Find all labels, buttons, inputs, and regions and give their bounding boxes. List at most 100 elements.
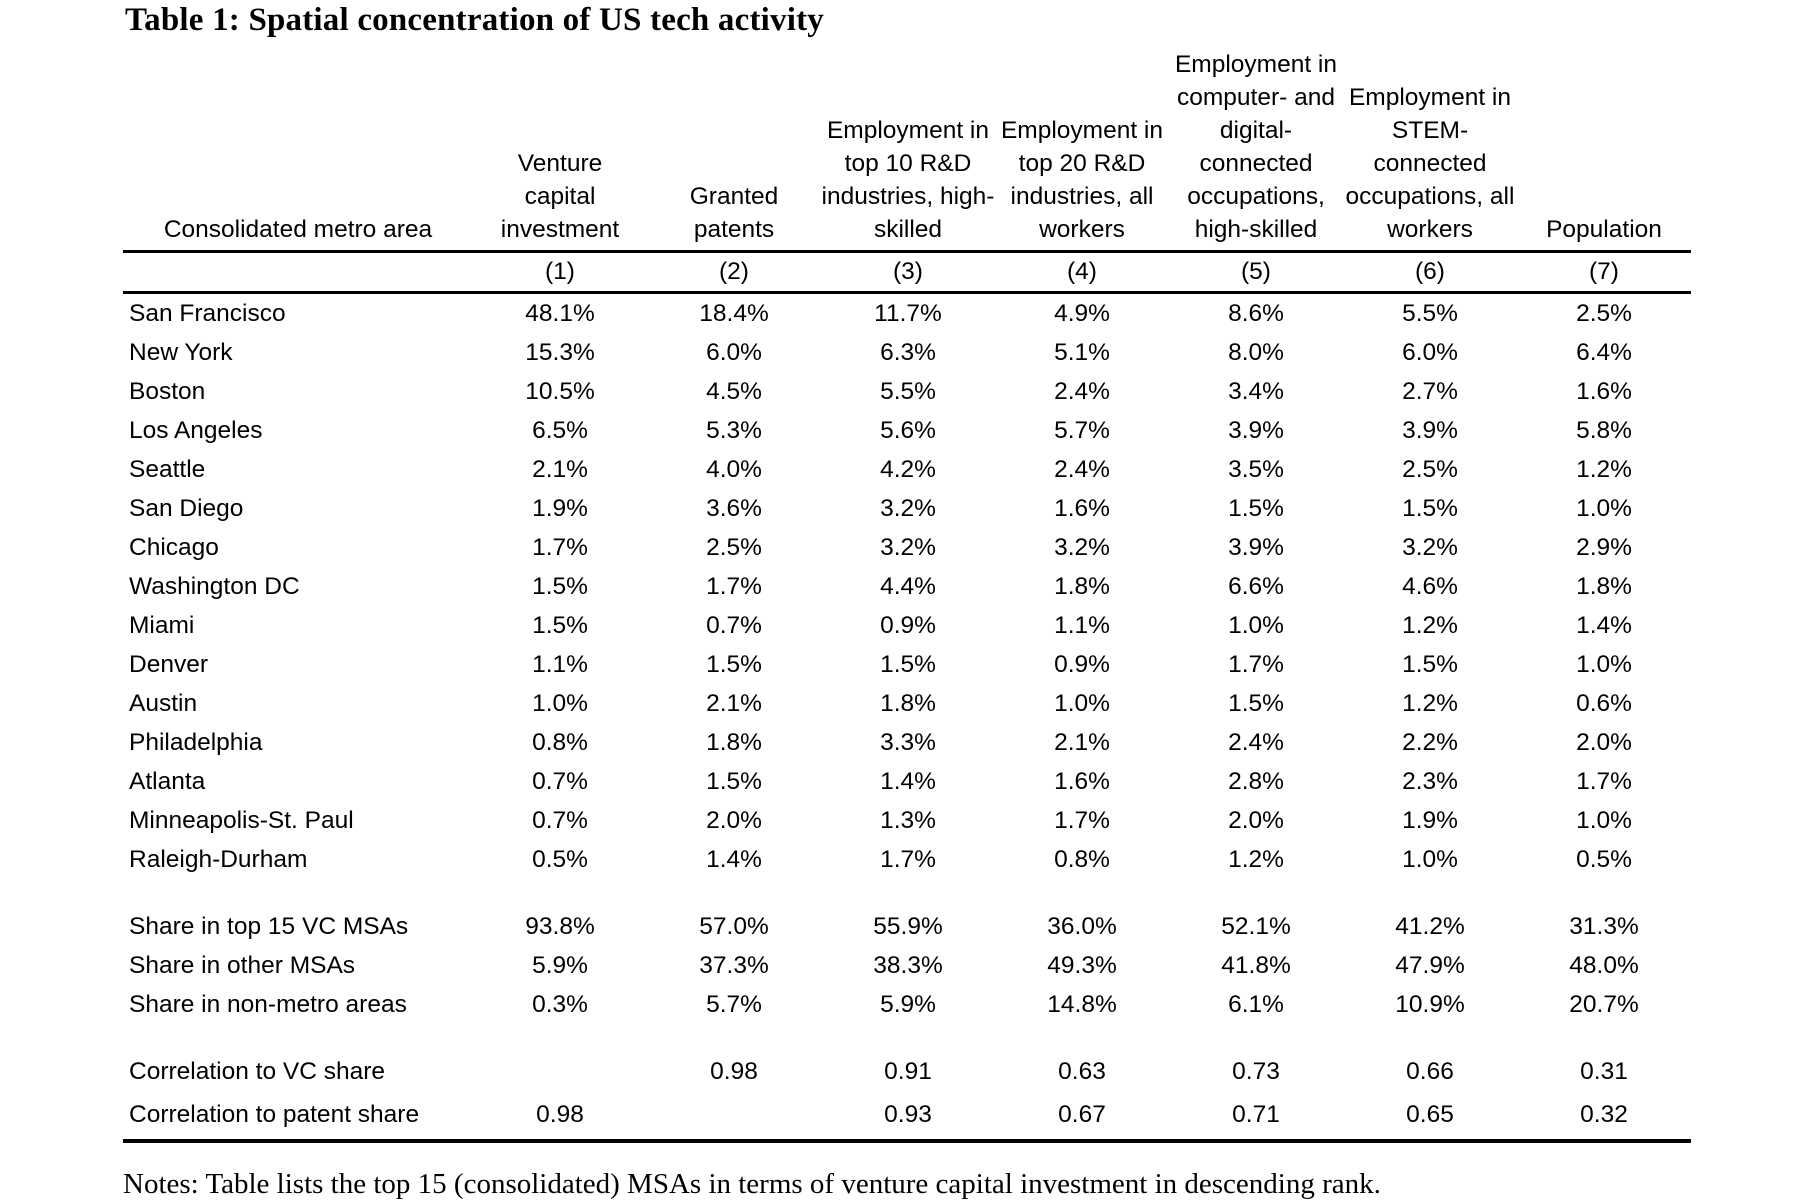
table-row: Philadelphia 0.8% 1.8% 3.3% 2.1% 2.4% 2.2% 2.0%: [123, 723, 1691, 762]
table-cell: 0.9%: [880, 611, 936, 639]
table-cell: 4.6%: [1402, 572, 1458, 600]
table-cell: 0.73: [1232, 1057, 1280, 1085]
table-cell: 1.1%: [1054, 611, 1110, 639]
table-cell: 3.2%: [1054, 533, 1110, 561]
table-cell: 1.0%: [1576, 806, 1632, 834]
spacer: [123, 879, 1691, 907]
table-cell: 1.5%: [880, 650, 936, 678]
table-cell: 2.9%: [1576, 533, 1632, 561]
column-header: Employment in STEM-connected occupations…: [1343, 48, 1517, 253]
row-label: Denver: [129, 650, 208, 678]
column-number: (5): [1169, 251, 1343, 294]
table-cell: 20.7%: [1569, 990, 1639, 1018]
table-row: Los Angeles 6.5% 5.3% 5.6% 5.7% 3.9% 3.9% 5.8%: [123, 411, 1691, 450]
table-cell: 1.6%: [1576, 377, 1632, 405]
table-cell: 1.2%: [1228, 845, 1284, 873]
row-label: Correlation to patent share: [123, 1091, 473, 1143]
table-cell: 1.7%: [1576, 767, 1632, 795]
column-number-row: (1) (2) (3) (4) (5) (6) (7): [123, 251, 1691, 294]
row-label: Austin: [129, 689, 198, 717]
column-number: (2): [647, 251, 821, 294]
share-row: Share in top 15 VC MSAs 93.8% 57.0% 55.9% 36…: [123, 907, 1691, 946]
table-row: New York 15.3% 6.0% 6.3% 5.1% 8.0% 6.0% 6.4%: [123, 333, 1691, 372]
table-row: Raleigh-Durham 0.5% 1.4% 1.7% 0.8% 1.2% 1.0% 0.…: [123, 840, 1691, 879]
table-cell: 15.3%: [525, 338, 595, 366]
column-number: (6): [1343, 251, 1517, 294]
table-cell: 2.4%: [1228, 728, 1284, 756]
spacer-row: [123, 879, 1691, 907]
table-cell: 4.5%: [706, 377, 762, 405]
table-cell: 6.1%: [1228, 990, 1284, 1018]
column-header: Employment in top 10 R&D industries, hig…: [821, 48, 995, 253]
table-cell: 1.6%: [1054, 767, 1110, 795]
table-row: Atlanta 0.7% 1.5% 1.4% 1.6% 2.8% 2.3% 1.7%: [123, 762, 1691, 801]
table-cell: 1.7%: [1228, 650, 1284, 678]
table-cell: 8.6%: [1228, 299, 1284, 327]
table-cell: 1.1%: [532, 650, 588, 678]
table-cell: 0.5%: [532, 845, 588, 873]
table-cell: 6.4%: [1576, 338, 1632, 366]
spacer-row: [123, 1024, 1691, 1052]
table-cell: 3.6%: [706, 494, 762, 522]
table-cell: 52.1%: [1221, 912, 1291, 940]
table-cell: 0.8%: [532, 728, 588, 756]
table-cell: 1.2%: [1576, 455, 1632, 483]
share-row: Share in non-metro areas 0.3% 5.7% 5.9% 14.8…: [123, 985, 1691, 1024]
table-cell: 5.5%: [1402, 299, 1458, 327]
table-cell: 4.0%: [706, 455, 762, 483]
table-cell: 47.9%: [1395, 951, 1465, 979]
table-row: Denver 1.1% 1.5% 1.5% 0.9% 1.7% 1.5% 1.0%: [123, 645, 1691, 684]
table-cell: 0.5%: [1576, 845, 1632, 873]
table-cell: 3.2%: [1402, 533, 1458, 561]
column-header: Employment in computer- and digital-conn…: [1169, 48, 1343, 253]
table-cell: 1.8%: [880, 689, 936, 717]
table-cell: 10.9%: [1395, 990, 1465, 1018]
table-title: Table 1: Spatial concentration of US tec…: [125, 2, 824, 38]
table-cell: 1.0%: [1576, 494, 1632, 522]
row-label: Miami: [129, 611, 195, 639]
table-cell: 1.4%: [880, 767, 936, 795]
table-cell: 0.66: [1406, 1057, 1454, 1085]
row-label: Minneapolis-St. Paul: [129, 806, 354, 834]
correlation-row: Correlation to patent share 0.98 0.93 0.67 0…: [123, 1091, 1691, 1143]
column-number: (4): [995, 251, 1169, 294]
table-cell: 1.5%: [1228, 494, 1284, 522]
table-row: Washington DC 1.5% 1.7% 4.4% 1.8% 6.6% 4.6% 1.8…: [123, 567, 1691, 606]
table-cell: 6.0%: [1402, 338, 1458, 366]
table-cell: 0.7%: [706, 611, 762, 639]
table-cell: 1.0%: [1054, 689, 1110, 717]
table-cell: 4.2%: [880, 455, 936, 483]
table-cell: 0.9%: [1054, 650, 1110, 678]
table-cell: 0.71: [1169, 1091, 1343, 1143]
row-label: San Diego: [129, 494, 244, 522]
table-cell: 1.3%: [880, 806, 936, 834]
table-cell: 5.5%: [880, 377, 936, 405]
table-cell: 1.7%: [706, 572, 762, 600]
table-cell: 0.7%: [532, 806, 588, 834]
column-number: (1): [473, 251, 647, 294]
column-number: (3): [821, 251, 995, 294]
table-row: Seattle 2.1% 4.0% 4.2% 2.4% 3.5% 2.5% 1.2%: [123, 450, 1691, 489]
row-label: Seattle: [129, 455, 206, 483]
table-cell: 1.7%: [1054, 806, 1110, 834]
table-cell: 5.1%: [1054, 338, 1110, 366]
table-cell: 2.1%: [1054, 728, 1110, 756]
table-cell: 41.8%: [1221, 951, 1291, 979]
table-cell: 6.0%: [706, 338, 762, 366]
table-cell: 2.1%: [532, 455, 588, 483]
table-row: Boston 10.5% 4.5% 5.5% 2.4% 3.4% 2.7% 1.6%: [123, 372, 1691, 411]
table-cell: 5.7%: [1054, 416, 1110, 444]
table-cell: 11.7%: [874, 299, 942, 327]
table-cell: 5.9%: [880, 990, 936, 1018]
table-cell: 0.3%: [532, 990, 588, 1018]
table-cell: 0.65: [1343, 1091, 1517, 1143]
table-cell: 48.1%: [525, 299, 595, 327]
table-cell: 2.0%: [1228, 806, 1284, 834]
table-cell: 1.5%: [1402, 494, 1458, 522]
table-cell: 1.2%: [1402, 689, 1458, 717]
table-cell: 2.5%: [706, 533, 762, 561]
table-cell: 0.8%: [1054, 845, 1110, 873]
table-cell: 1.4%: [706, 845, 762, 873]
table-cell: 3.2%: [880, 533, 936, 561]
table-cell: 5.3%: [706, 416, 762, 444]
